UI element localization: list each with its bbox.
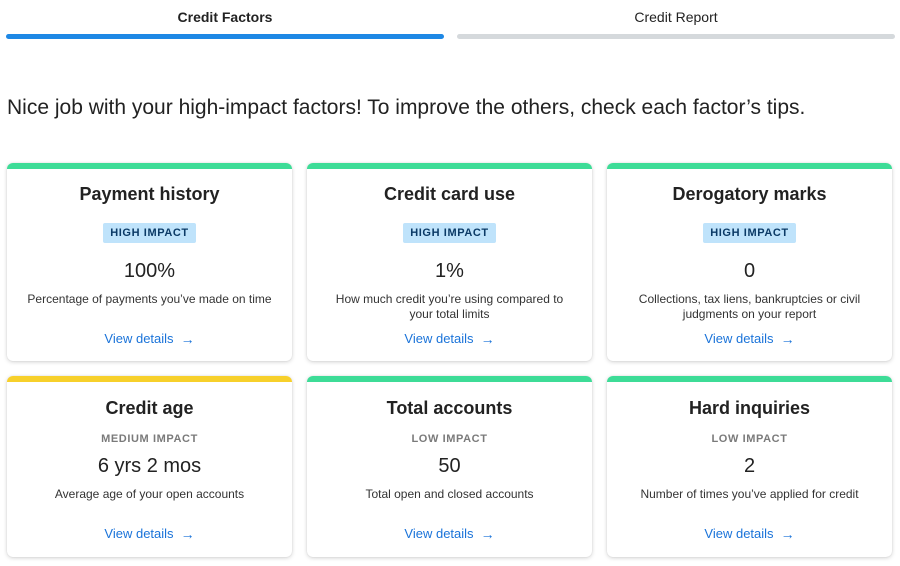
factor-value: 1%	[435, 260, 464, 282]
card-accent-bar	[307, 163, 592, 169]
tab-credit-factors-label: Credit Factors	[177, 9, 273, 25]
impact-badge: HIGH IMPACT	[403, 223, 496, 243]
card-accent-bar	[7, 163, 292, 169]
tab-credit-factors-indicator	[6, 34, 444, 39]
view-details-label: View details	[404, 331, 474, 347]
factor-card-hard-inquiries: Hard inquiries LOW IMPACT 2 Number of ti…	[607, 376, 892, 557]
badge-wrap: LOW IMPACT	[607, 429, 892, 447]
card-title: Hard inquiries	[688, 398, 811, 418]
view-details-link[interactable]: View details →	[307, 525, 592, 542]
view-details-label: View details	[704, 331, 774, 347]
view-details-link[interactable]: View details →	[607, 525, 892, 542]
impact-badge: HIGH IMPACT	[103, 223, 196, 243]
impact-label: MEDIUM IMPACT	[101, 433, 198, 445]
arrow-right-icon: →	[180, 330, 195, 347]
arrow-right-icon: →	[480, 525, 495, 542]
view-details-link[interactable]: View details →	[7, 330, 292, 347]
tab-credit-report-label: Credit Report	[634, 9, 718, 25]
badge-wrap: HIGH IMPACT	[307, 223, 592, 243]
badge-wrap: MEDIUM IMPACT	[7, 429, 292, 447]
factor-description: Percentage of payments you’ve made on ti…	[27, 292, 272, 306]
card-accent-bar	[607, 163, 892, 169]
card-title: Derogatory marks	[672, 184, 827, 204]
view-details-link[interactable]: View details →	[7, 525, 292, 542]
factor-description: Total open and closed accounts	[365, 487, 534, 501]
view-details-label: View details	[404, 526, 474, 542]
impact-badge: HIGH IMPACT	[703, 223, 796, 243]
view-details-link[interactable]: View details →	[307, 330, 592, 347]
view-details-label: View details	[704, 526, 774, 542]
factor-description: Average age of your open accounts	[54, 487, 245, 501]
tab-credit-report[interactable]: Credit Report	[457, 0, 895, 40]
factor-value: 100%	[123, 260, 176, 282]
impact-label: LOW IMPACT	[711, 433, 788, 445]
factor-description: Number of times you’ve applied for credi…	[640, 487, 859, 501]
impact-label: LOW IMPACT	[411, 433, 488, 445]
card-accent-bar	[307, 376, 592, 382]
card-title: Credit card use	[383, 184, 516, 204]
card-accent-bar	[607, 376, 892, 382]
tab-credit-factors[interactable]: Credit Factors	[6, 0, 444, 40]
card-accent-bar	[7, 376, 292, 382]
factor-card-credit-card-use: Credit card use HIGH IMPACT 1% How much …	[307, 163, 592, 361]
badge-wrap: HIGH IMPACT	[7, 223, 292, 243]
arrow-right-icon: →	[180, 525, 195, 542]
tab-credit-report-indicator	[457, 34, 895, 39]
badge-wrap: HIGH IMPACT	[607, 223, 892, 243]
arrow-right-icon: →	[780, 330, 795, 347]
view-details-label: View details	[104, 526, 174, 542]
factor-value: 6 yrs 2 mos	[97, 455, 202, 477]
intro-message: Nice job with your high-impact factors! …	[7, 96, 806, 119]
factor-value: 50	[438, 455, 461, 477]
factor-description: How much credit you’re using compared to…	[335, 292, 564, 321]
arrow-right-icon: →	[480, 330, 495, 347]
card-title: Credit age	[105, 398, 194, 418]
card-title: Total accounts	[386, 398, 513, 418]
factor-card-derogatory-marks: Derogatory marks HIGH IMPACT 0 Collectio…	[607, 163, 892, 361]
factor-value: 2	[743, 455, 756, 477]
factor-value: 0	[743, 260, 756, 282]
factor-card-credit-age: Credit age MEDIUM IMPACT 6 yrs 2 mos Ave…	[7, 376, 292, 557]
card-title: Payment history	[79, 184, 220, 204]
tab-bar: Credit Factors Credit Report	[0, 0, 900, 40]
view-details-label: View details	[104, 331, 174, 347]
factor-card-total-accounts: Total accounts LOW IMPACT 50 Total open …	[307, 376, 592, 557]
factor-card-payment-history: Payment history HIGH IMPACT 100% Percent…	[7, 163, 292, 361]
factor-description: Collections, tax liens, bankruptcies or …	[638, 292, 861, 321]
arrow-right-icon: →	[780, 525, 795, 542]
view-details-link[interactable]: View details →	[607, 330, 892, 347]
badge-wrap: LOW IMPACT	[307, 429, 592, 447]
